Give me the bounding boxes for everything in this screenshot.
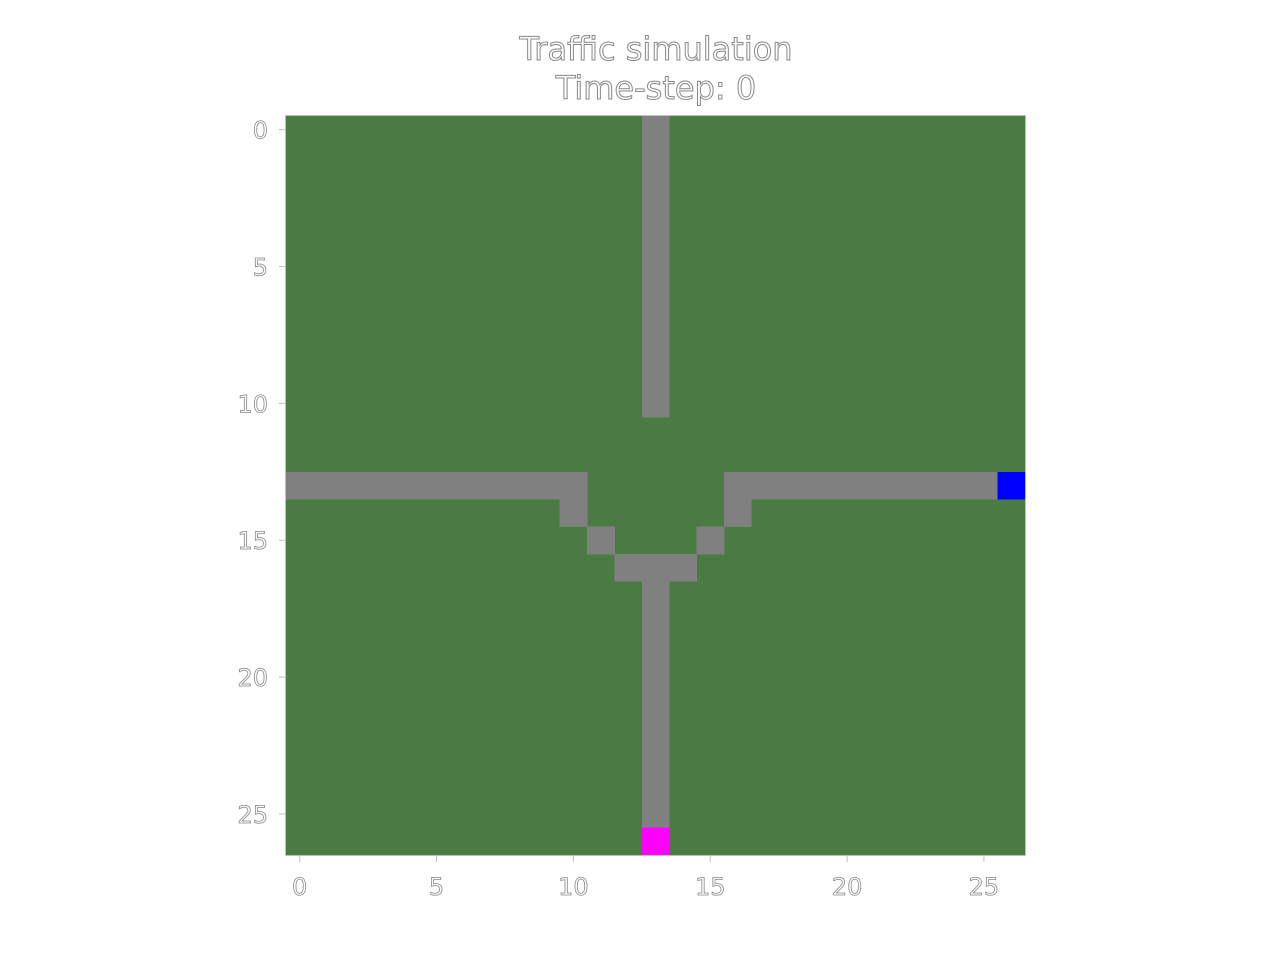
- road-cell: [641, 800, 670, 829]
- road-cell: [641, 225, 670, 254]
- road-cell: [477, 471, 506, 500]
- road-cell: [340, 471, 369, 500]
- road-cell: [970, 471, 999, 500]
- road-cell: [778, 471, 807, 500]
- road-cell: [641, 362, 670, 391]
- road-cell: [641, 718, 670, 746]
- road-cell: [860, 471, 889, 500]
- road-cell: [641, 772, 670, 801]
- road-cell: [915, 471, 944, 500]
- road-cell: [587, 526, 615, 555]
- y-tick-label: 5: [253, 254, 268, 282]
- road-cell: [641, 198, 670, 226]
- road-cell: [723, 499, 752, 527]
- road-cell: [641, 143, 670, 172]
- chart-title: Traffic simulation: [518, 30, 792, 68]
- road-cell: [641, 170, 670, 199]
- road-cell: [641, 663, 670, 692]
- road-cell: [806, 471, 834, 500]
- road-cell: [532, 471, 561, 500]
- road-cell: [641, 636, 670, 664]
- road-cell: [395, 471, 424, 500]
- plot-frame: [285, 115, 1026, 856]
- road-cell: [641, 307, 670, 336]
- y-axis: 0 5 10 15 20 25: [237, 116, 286, 829]
- road-cell: [641, 389, 670, 418]
- road-cell: [641, 608, 670, 637]
- road-cell: [641, 745, 670, 774]
- x-axis: 0 5 10 15 20 25: [292, 855, 1000, 901]
- road-cell: [641, 690, 670, 719]
- road-cell: [368, 471, 396, 500]
- x-tick-label: 15: [695, 873, 726, 901]
- road-cell: [559, 471, 588, 500]
- road-cell: [641, 116, 670, 144]
- road-cell: [422, 471, 451, 500]
- y-tick-label: 25: [237, 801, 268, 829]
- y-tick-label: 15: [237, 527, 268, 555]
- road-cell: [641, 334, 670, 363]
- road-cell: [286, 471, 314, 500]
- vehicle-magenta-cell: [641, 827, 670, 856]
- road-cell: [504, 471, 533, 500]
- road-cell: [696, 526, 725, 555]
- heatmap-cells: [286, 116, 1026, 856]
- road-cell: [723, 471, 752, 500]
- x-tick-label: 10: [558, 873, 589, 901]
- road-cell: [942, 471, 971, 500]
- x-tick-label: 0: [292, 873, 307, 901]
- chart-subtitle: Time-step: 0: [555, 69, 756, 107]
- road-cell: [450, 471, 478, 500]
- y-tick-label: 10: [237, 390, 268, 418]
- x-tick-label: 20: [832, 873, 863, 901]
- road-cell: [751, 471, 780, 500]
- road-cell: [888, 471, 916, 500]
- road-cell: [559, 499, 588, 527]
- vehicle-blue-cell: [997, 471, 1026, 500]
- plot-area: [285, 115, 1026, 856]
- road-cell: [614, 553, 643, 582]
- road-cell: [641, 280, 670, 308]
- x-tick-label: 5: [429, 873, 444, 901]
- x-tick-label: 25: [969, 873, 1000, 901]
- y-tick-label: 0: [253, 117, 268, 145]
- road-cell: [833, 471, 862, 500]
- road-cell: [641, 553, 670, 582]
- y-tick-label: 20: [237, 664, 268, 692]
- road-cell: [641, 581, 670, 610]
- road-cell: [313, 471, 342, 500]
- road-cell: [669, 553, 697, 582]
- road-cell: [641, 252, 670, 281]
